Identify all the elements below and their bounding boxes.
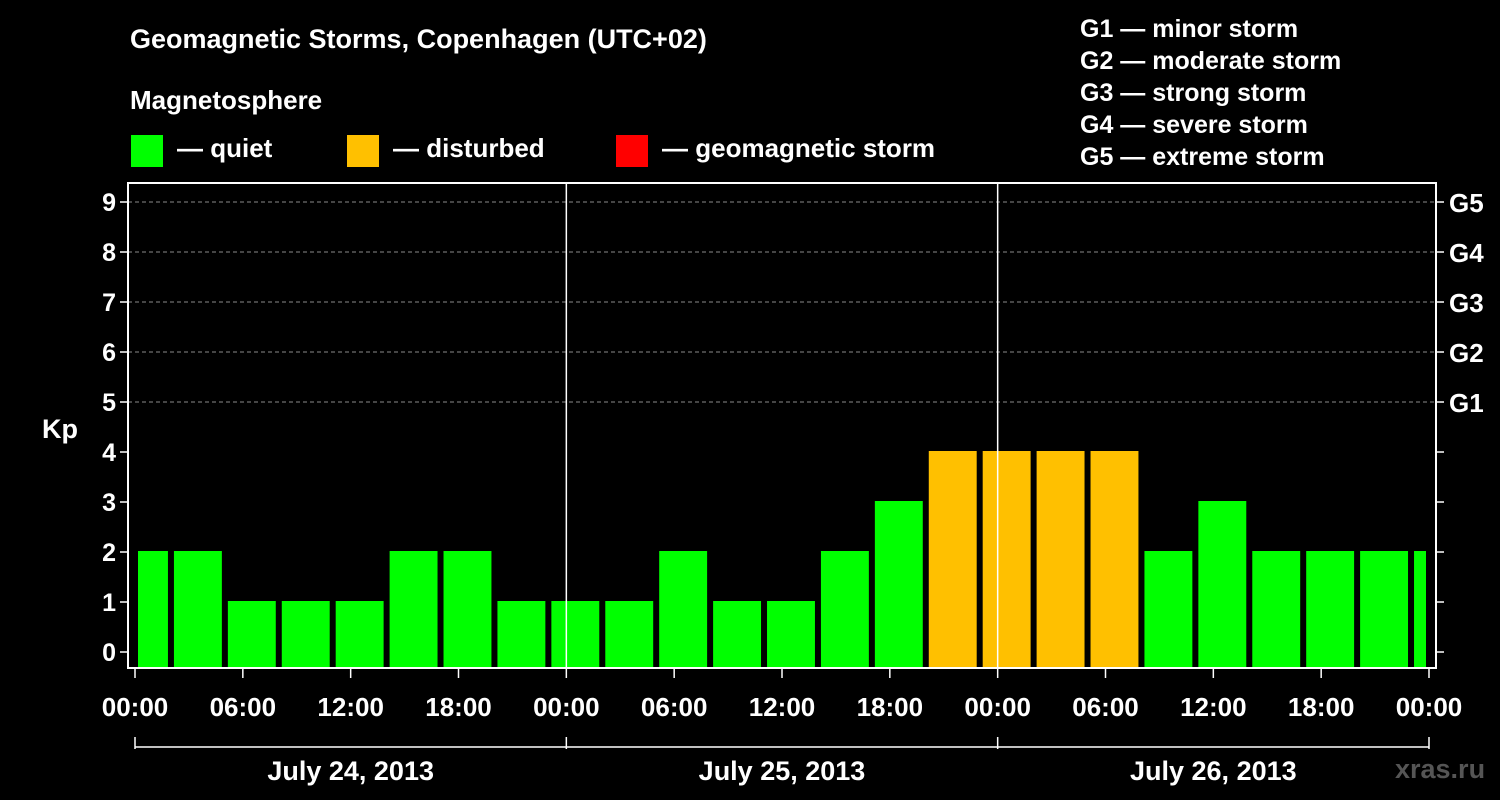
x-tick-label-6: 12:00	[749, 692, 816, 722]
legend-label-storm: — geomagnetic storm	[662, 133, 935, 163]
kp-bar-7	[497, 601, 546, 668]
kp-bar-13	[820, 551, 869, 668]
storm-scale-g3: G3 — strong storm	[1080, 79, 1306, 107]
kp-bar-8	[551, 601, 600, 668]
y-tick-label-3: 3	[102, 489, 116, 517]
kp-bar-11	[713, 601, 762, 668]
right-tick-label-G3: G3	[1449, 288, 1484, 318]
y-tick-label-2: 2	[102, 539, 116, 567]
x-tick-label-11: 18:00	[1288, 692, 1355, 722]
y-tick-label-4: 4	[102, 439, 116, 467]
kp-bar-3	[281, 601, 330, 668]
y-tick-label-0: 0	[102, 639, 116, 667]
kp-bar-9	[605, 601, 654, 668]
x-tick-label-9: 06:00	[1072, 692, 1139, 722]
y-tick-label-6: 6	[102, 339, 116, 367]
y-tick-label-8: 8	[102, 239, 116, 267]
kp-bar-14	[874, 501, 923, 668]
kp-bar-17	[1036, 451, 1085, 668]
kp-bar-16	[982, 451, 1031, 668]
kp-bar-10	[659, 551, 708, 668]
legend-label-disturbed: — disturbed	[393, 133, 545, 163]
y-axis-label: Kp	[42, 414, 78, 444]
date-label-0: July 24, 2013	[267, 756, 434, 786]
right-tick-label-G4: G4	[1449, 238, 1484, 268]
kp-bar-1	[173, 551, 222, 668]
legend-heading: Magnetosphere	[130, 85, 322, 115]
kp-bar-22	[1306, 551, 1355, 668]
x-tick-label-7: 18:00	[857, 692, 924, 722]
kp-bar-0	[138, 551, 168, 668]
kp-bar-24	[1414, 551, 1426, 668]
y-tick-label-5: 5	[102, 389, 116, 417]
legend-swatch-disturbed	[347, 135, 379, 167]
x-tick-label-4: 00:00	[533, 692, 600, 722]
kp-bar-15	[928, 451, 977, 668]
x-tick-label-12: 00:00	[1396, 692, 1463, 722]
kp-bar-18	[1090, 451, 1139, 668]
kp-bar-21	[1252, 551, 1301, 668]
kp-bar-5	[389, 551, 438, 668]
grid-layer	[128, 201, 1436, 403]
watermark: xras.ru	[1395, 754, 1485, 784]
kp-bar-23	[1360, 551, 1409, 668]
storm-scale-g4: G4 — severe storm	[1080, 111, 1308, 139]
storm-scale-g2: G2 — moderate storm	[1080, 47, 1341, 75]
y-tick-label-9: 9	[102, 189, 116, 217]
kp-bar-4	[335, 601, 384, 668]
y-tick-label-1: 1	[102, 589, 116, 617]
chart-title: Geomagnetic Storms, Copenhagen (UTC+02)	[130, 24, 707, 54]
right-tick-label-G1: G1	[1449, 388, 1484, 418]
legend-swatch-quiet	[131, 135, 163, 167]
x-tick-label-10: 12:00	[1180, 692, 1247, 722]
legend-label-quiet: — quiet	[177, 133, 273, 163]
kp-bar-20	[1198, 501, 1247, 668]
storm-scale-g1: G1 — minor storm	[1080, 15, 1298, 43]
y-tick-label-7: 7	[102, 289, 116, 317]
legend-swatch-storm	[616, 135, 648, 167]
x-tick-label-2: 12:00	[317, 692, 384, 722]
storm-scale-g5: G5 — extreme storm	[1080, 143, 1325, 171]
kp-bar-2	[227, 601, 276, 668]
x-tick-label-8: 00:00	[964, 692, 1031, 722]
right-tick-label-G2: G2	[1449, 338, 1484, 368]
x-tick-label-3: 18:00	[425, 692, 492, 722]
right-tick-label-G5: G5	[1449, 188, 1484, 218]
x-tick-label-1: 06:00	[210, 692, 277, 722]
kp-bar-12	[767, 601, 815, 668]
bars-layer	[138, 451, 1426, 668]
x-tick-label-5: 06:00	[641, 692, 708, 722]
kp-bar-6	[443, 551, 492, 668]
x-tick-label-0: 00:00	[102, 692, 169, 722]
date-label-1: July 25, 2013	[699, 756, 866, 786]
date-label-2: July 26, 2013	[1130, 756, 1297, 786]
kp-bar-19	[1144, 551, 1193, 668]
axes-layer: 0 1 2 3 4 5 6 7 8 9 G1 G2 G3 G4 G5 00:00 06:00 12:00 18:00…	[102, 182, 1484, 786]
